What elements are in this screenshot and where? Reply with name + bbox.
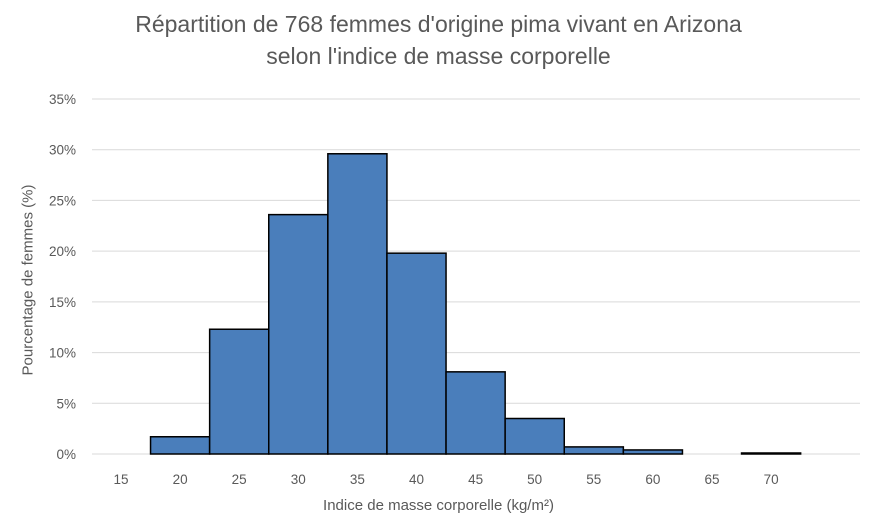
x-tick-label: 35 [350, 472, 365, 487]
y-tick-label: 0% [56, 447, 76, 462]
chart-title-line1: Répartition de 768 femmes d'origine pima… [135, 11, 742, 37]
y-tick-label: 30% [49, 143, 76, 158]
x-tick-label: 25 [232, 472, 247, 487]
y-tick-label: 25% [49, 193, 76, 208]
x-tick-label: 70 [764, 472, 779, 487]
x-tick-label: 60 [645, 472, 660, 487]
bar-55 [563, 446, 625, 455]
x-tick-label: 50 [527, 472, 542, 487]
bar-25 [208, 328, 270, 455]
x-tick-label: 45 [468, 472, 483, 487]
bar-20 [149, 436, 211, 455]
bar-30 [268, 213, 329, 455]
chart-title: Répartition de 768 femmes d'origine pima… [0, 8, 877, 72]
x-tick-label: 65 [704, 472, 719, 487]
bar-45 [445, 371, 506, 455]
x-axis-label: Indice de masse corporelle (kg/m²) [323, 497, 554, 514]
x-tick-label: 40 [409, 472, 424, 487]
y-tick-label: 15% [49, 295, 76, 310]
y-tick-label: 20% [49, 244, 76, 259]
y-tick-label: 5% [56, 396, 76, 411]
y-tick-label: 10% [49, 346, 76, 361]
bar-50 [504, 417, 565, 455]
chart-title-line2: selon l'indice de masse corporelle [266, 43, 611, 69]
x-tick-label: 20 [173, 472, 188, 487]
bar-35 [327, 153, 388, 455]
x-tick-label: 30 [291, 472, 306, 487]
x-tick-label: 15 [113, 472, 128, 487]
bar-70 [740, 452, 802, 455]
bar-60 [622, 449, 684, 455]
x-tick-label: 55 [586, 472, 601, 487]
y-tick-label: 35% [49, 92, 76, 107]
bar-40 [386, 252, 447, 455]
